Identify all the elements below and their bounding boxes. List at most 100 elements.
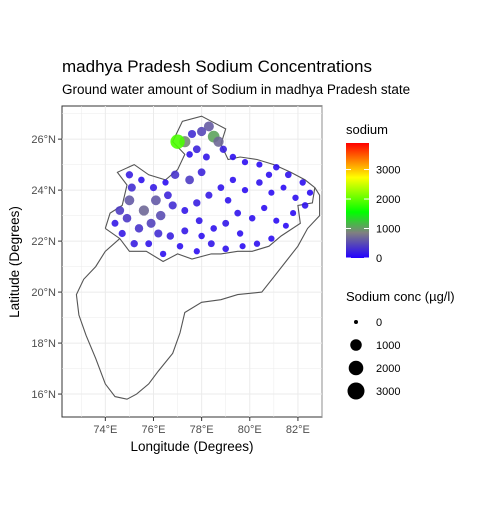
color-legend-labels: 0 1000 2000 3000 [346, 165, 400, 265]
sample-point [146, 218, 156, 228]
sample-point [166, 232, 175, 240]
state-boundaries [75, 115, 321, 400]
x-axis-title: Longitude (Degrees) [130, 439, 253, 454]
sample-point [268, 189, 275, 196]
sample-point [213, 136, 224, 147]
x-tick-label: 78°E [190, 424, 214, 436]
color-legend-label: 1000 [376, 224, 400, 236]
sample-point [268, 235, 275, 242]
sample-point [203, 121, 214, 132]
sample-point [130, 240, 138, 248]
axes: 74°E 76°E 78°E 80°E 82°E 16°N 18°N 20°N 22°N 24°N… [31, 134, 309, 436]
sample-point [306, 189, 314, 196]
sample-point [299, 179, 306, 186]
sample-point [222, 245, 229, 253]
sample-point [193, 199, 201, 207]
color-legend-bar [346, 143, 369, 258]
color-legend-title: sodium [346, 122, 388, 137]
sample-point [181, 207, 189, 214]
sample-point [186, 151, 193, 158]
sample-point [164, 191, 172, 200]
sample-point [145, 240, 153, 248]
y-tick-label: 16°N [31, 389, 56, 401]
sample-point [241, 158, 249, 166]
chart-title: madhya Pradesh Sodium Concentrations [62, 57, 372, 76]
sample-point [138, 176, 145, 184]
sample-point [155, 210, 166, 221]
sample-point [207, 240, 215, 248]
sample-point [193, 248, 200, 255]
sample-point [127, 183, 136, 192]
size-legend-key [354, 320, 358, 324]
sample-point [248, 214, 256, 222]
color-legend-label: 2000 [376, 194, 400, 206]
sample-point [149, 184, 158, 192]
y-tick-label: 26°N [31, 134, 56, 146]
sample-point [273, 163, 280, 171]
sample-point [253, 240, 261, 247]
sample-point [181, 227, 189, 235]
sample-point [234, 209, 242, 217]
y-tick-label: 24°N [31, 185, 56, 197]
sample-point [168, 201, 177, 210]
x-tick-label: 82°E [286, 424, 310, 436]
size-legend-key [347, 382, 365, 400]
x-tick-label: 80°E [238, 424, 262, 436]
sample-point [292, 194, 299, 201]
y-tick-label: 20°N [31, 287, 56, 299]
color-legend-label: 3000 [376, 165, 400, 177]
size-legend-items: 0 1000 2000 3000 [347, 317, 400, 400]
sample-point [290, 210, 297, 217]
x-tick-label: 76°E [141, 424, 165, 436]
sample-point [205, 191, 213, 199]
x-tick-label: 74°E [93, 424, 117, 436]
sample-point [192, 145, 201, 154]
sample-point [150, 195, 161, 206]
size-legend-label: 2000 [376, 363, 400, 375]
sample-point [222, 219, 230, 227]
sample-point [261, 204, 268, 212]
sample-point [229, 153, 237, 161]
sample-point [282, 222, 289, 229]
sample-point [162, 179, 169, 186]
color-legend-label: 0 [376, 253, 382, 265]
sample-point [256, 179, 263, 186]
sample-point [210, 225, 217, 232]
sample-point [124, 195, 135, 206]
size-legend-label: 3000 [376, 386, 400, 398]
sample-point [185, 175, 194, 185]
sample-points [111, 121, 314, 258]
y-tick-label: 22°N [31, 236, 56, 248]
y-tick-label: 18°N [31, 338, 56, 350]
sample-point [219, 145, 227, 153]
sample-point [198, 232, 205, 240]
chart-subtitle: Ground water amount of Sodium in madhya … [62, 82, 410, 97]
sample-point [122, 213, 132, 223]
sample-point [170, 134, 185, 149]
madhya-pradesh-boundary [104, 115, 316, 263]
sample-point [195, 217, 203, 225]
sample-point [154, 229, 163, 238]
sample-point [284, 171, 292, 179]
sample-point [176, 242, 184, 250]
sample-point [217, 184, 225, 191]
sample-point [241, 186, 249, 194]
sample-point [280, 184, 287, 191]
sample-point [170, 170, 180, 180]
sample-point [125, 171, 134, 179]
size-legend-label: 0 [376, 317, 382, 329]
sample-point [115, 206, 125, 215]
sample-point [202, 153, 210, 161]
sample-point [159, 250, 167, 258]
sample-point [236, 230, 244, 237]
size-legend-label: 1000 [376, 340, 400, 352]
size-legend-key [348, 360, 364, 376]
sample-point [256, 161, 263, 168]
sample-point [265, 171, 273, 178]
y-axis-title: Latitude (Degrees) [7, 206, 22, 318]
sample-point [134, 224, 144, 233]
sample-point [187, 129, 197, 139]
neighbor-boundary [75, 187, 321, 400]
sample-point [224, 197, 232, 204]
